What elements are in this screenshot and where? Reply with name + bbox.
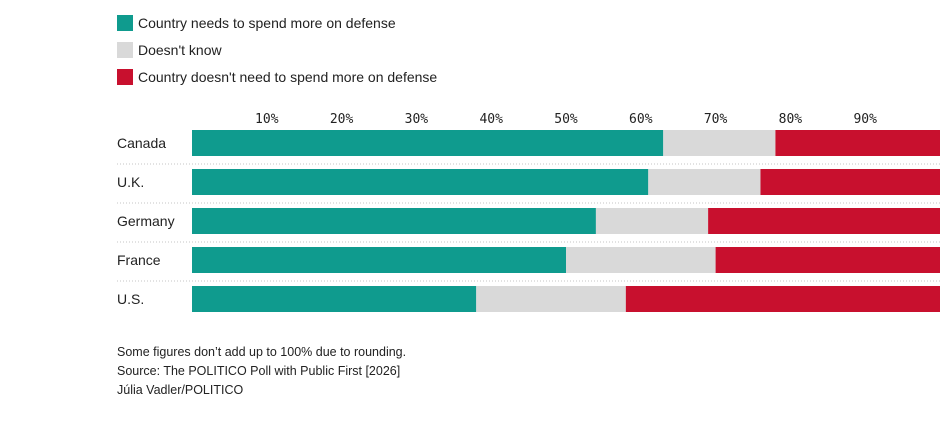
row-separators <box>117 163 940 282</box>
bar-segment-no-need <box>760 169 940 195</box>
legend-swatch-spend-more <box>117 14 133 31</box>
bar-segment-spend-more <box>192 130 664 156</box>
category-label: Canada <box>117 135 166 151</box>
bar-row-u-s: U.S. <box>117 286 940 312</box>
bar-segment-dont-know <box>595 208 709 234</box>
bar-segment-no-need <box>715 247 940 273</box>
bar-row-france: France <box>117 247 940 273</box>
x-axis-ticks: 10% 20% 30% 40% 50% 60% 70% 80% 90% <box>255 112 877 127</box>
bar-segment-no-need <box>775 130 940 156</box>
legend: Country needs to spend more on defense D… <box>117 9 437 90</box>
bar-segment-spend-more <box>192 247 566 273</box>
x-tick-label: 60% <box>629 112 653 127</box>
legend-item-no-need: Country doesn't need to spend more on de… <box>117 63 437 90</box>
bar-row-canada: Canada <box>117 130 940 156</box>
source-note: Source: The POLITICO Poll with Public Fi… <box>117 364 401 378</box>
bar-row-germany: Germany <box>117 208 940 234</box>
bar-segment-dont-know <box>476 286 626 312</box>
category-label: Germany <box>117 213 175 229</box>
category-label: U.S. <box>117 291 144 307</box>
x-tick-label: 80% <box>779 112 803 127</box>
legend-label-dont-know: Doesn't know <box>138 41 222 58</box>
x-tick-label: 40% <box>479 112 503 127</box>
legend-label-no-need: Country doesn't need to spend more on de… <box>138 68 438 85</box>
legend-swatch-no-need <box>117 68 133 85</box>
x-tick-label: 70% <box>704 112 728 127</box>
credit-note: Júlia Vadler/POLITICO <box>117 383 244 397</box>
x-tick-label: 20% <box>330 112 354 127</box>
legend-swatch-dont-know <box>117 41 133 58</box>
legend-label-spend-more: Country needs to spend more on defense <box>138 14 396 31</box>
bar-segment-spend-more <box>192 208 596 234</box>
legend-item-dont-know: Doesn't know <box>117 36 437 63</box>
bar-segment-no-need <box>625 286 940 312</box>
x-tick-label: 90% <box>853 112 877 127</box>
x-tick-label: 30% <box>405 112 429 127</box>
bar-rows: Canada U.K. Germany France U.S. <box>117 130 940 312</box>
x-tick-label: 10% <box>255 112 279 127</box>
bar-segment-dont-know <box>566 247 716 273</box>
bar-segment-spend-more <box>192 169 649 195</box>
bar-segment-spend-more <box>192 286 477 312</box>
category-label: France <box>117 252 161 268</box>
bar-segment-no-need <box>708 208 940 234</box>
rounding-note: Some figures don’t add up to 100% due to… <box>117 345 407 359</box>
bar-row-u-k: U.K. <box>117 169 940 195</box>
category-label: U.K. <box>117 174 144 190</box>
bar-segment-dont-know <box>663 130 776 156</box>
bar-segment-dont-know <box>648 169 761 195</box>
legend-item-spend-more: Country needs to spend more on defense <box>117 9 437 36</box>
x-tick-label: 50% <box>554 112 578 127</box>
chart-notes: Some figures don’t add up to 100% due to… <box>117 343 406 400</box>
